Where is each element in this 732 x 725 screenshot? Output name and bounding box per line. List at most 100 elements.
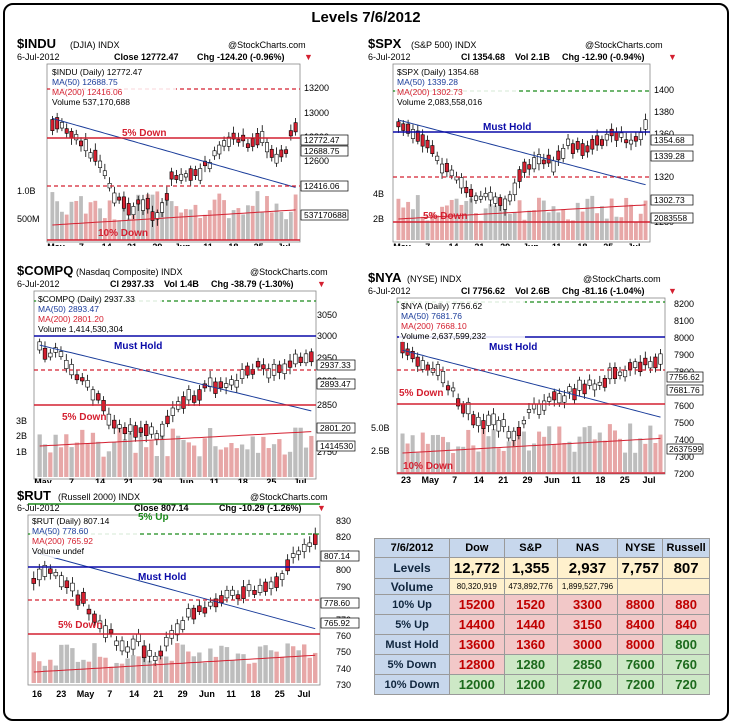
price-box: 2937.33 — [316, 359, 356, 371]
volume-bar — [633, 222, 638, 240]
table-levels-row: Levels 12,772 1,355 2,937 7,757 807 — [374, 557, 710, 579]
candle — [473, 195, 478, 201]
candle — [108, 629, 114, 634]
table-cell: 1440 — [503, 614, 558, 635]
volume-bar — [590, 195, 595, 240]
candle — [619, 132, 624, 138]
volume-bar — [537, 197, 541, 240]
menu-arrow-icon[interactable]: ▼ — [668, 286, 677, 296]
level-label-5-down: 5% Down — [58, 620, 102, 631]
candle — [145, 197, 150, 210]
volume-bar — [165, 456, 170, 477]
volume-bar — [285, 643, 290, 683]
price-box: 1302.73 — [650, 194, 694, 206]
candle — [231, 132, 236, 140]
candle — [582, 383, 587, 395]
x-tick-label: 11 — [552, 242, 562, 246]
volume-bar — [69, 201, 74, 240]
volume-bar — [561, 209, 566, 240]
candle — [106, 413, 112, 426]
candle — [193, 169, 198, 176]
volume-tick: 2B — [373, 214, 384, 224]
level-value: 2,937 — [556, 557, 619, 579]
x-tick-label: 14 — [102, 242, 112, 246]
volume-bar — [653, 442, 658, 472]
candle — [208, 601, 213, 607]
volume-bar — [516, 432, 521, 472]
volume-bar — [425, 220, 430, 240]
svg-text:2937.33: 2937.33 — [320, 360, 351, 370]
volume-bar — [466, 429, 471, 472]
y-tick: 2750 — [317, 447, 337, 457]
candle — [496, 420, 501, 432]
volume-bar — [298, 427, 303, 477]
candle — [229, 379, 234, 386]
x-tick-label: 18 — [228, 242, 238, 246]
candle — [604, 133, 609, 141]
volume-bar — [287, 451, 293, 477]
candle — [449, 169, 454, 177]
x-tick-label: 18 — [238, 477, 248, 483]
volume-bar — [179, 212, 184, 240]
legend-main: $COMPQ (Daily) 2937.33 — [38, 294, 135, 304]
volume-bar — [81, 659, 86, 683]
y-tick: 3050 — [317, 310, 337, 320]
table-row: 10% Down 12000 1200 2700 7200 720 — [374, 674, 710, 695]
volume-bar — [572, 451, 577, 472]
x-tick-label: 21 — [153, 689, 163, 699]
volume-bar — [269, 212, 274, 240]
volume-bar — [643, 200, 648, 240]
volume-bar — [604, 218, 609, 240]
volume-bar — [231, 210, 236, 240]
candle — [255, 361, 261, 368]
volume-bars — [37, 426, 314, 477]
candle — [274, 153, 279, 164]
chart-spx: $SPX (S&P 500) INDX @StockCharts.com 6-J… — [365, 34, 703, 246]
candle — [592, 383, 597, 391]
volume-bar — [307, 657, 312, 683]
candle — [50, 119, 55, 131]
candle — [541, 159, 546, 165]
table-cell: 3150 — [556, 614, 619, 635]
x-tick-label: Jun — [199, 689, 215, 699]
candle — [141, 645, 147, 659]
volume-bar — [90, 432, 96, 477]
volume-bar — [279, 656, 285, 683]
volume-bar — [219, 645, 224, 683]
volume-bar — [239, 444, 245, 477]
table-cell: 2850 — [556, 654, 619, 675]
row-label: Volume — [374, 578, 450, 595]
candle — [461, 403, 466, 414]
volume-bar — [125, 658, 130, 683]
candle — [456, 398, 461, 407]
candle — [97, 620, 103, 629]
candle — [526, 409, 532, 413]
menu-arrow-icon[interactable]: ▼ — [317, 503, 326, 513]
volume-bar — [48, 452, 53, 477]
volume-bar — [101, 456, 106, 477]
volume-bar — [55, 201, 60, 240]
menu-arrow-icon[interactable]: ▼ — [668, 52, 677, 62]
volume-bar — [70, 648, 75, 683]
menu-arrow-icon[interactable]: ▼ — [304, 52, 313, 62]
candle — [59, 122, 64, 129]
x-tick-label: 21 — [498, 475, 508, 485]
candle — [629, 139, 634, 145]
candle — [277, 364, 282, 373]
volume-bar — [406, 201, 411, 240]
candle — [401, 123, 406, 131]
volume-value: 1,899,527,796 — [556, 578, 619, 595]
close-label: Close 12772.47 — [114, 52, 179, 62]
candle — [284, 149, 289, 154]
volume-bar — [122, 439, 128, 477]
volume-bar — [617, 438, 623, 472]
ma50-line — [39, 344, 312, 412]
volume-bar — [80, 429, 85, 477]
volume-bar — [141, 646, 147, 683]
x-tick-label: 7 — [452, 475, 457, 485]
menu-arrow-icon[interactable]: ▼ — [317, 279, 326, 289]
candle — [552, 391, 557, 401]
candle — [531, 403, 537, 410]
page-title: Levels 7/6/2012 — [311, 9, 421, 26]
legend-volume: Volume 2,637,599,232 — [401, 331, 486, 341]
